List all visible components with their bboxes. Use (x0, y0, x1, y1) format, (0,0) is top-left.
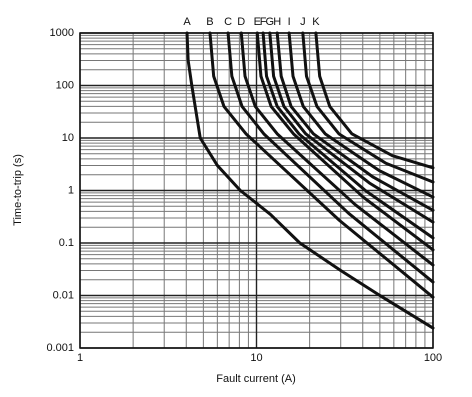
curve (268, 31, 435, 224)
y-tick-label: 1000 (50, 27, 74, 39)
curve (239, 31, 435, 267)
curve (261, 31, 435, 240)
curve-label: D (237, 16, 245, 28)
curve-label: C (224, 16, 232, 28)
curve-label: I (288, 16, 291, 28)
curve-label: A (183, 16, 191, 28)
y-tick-label: 1 (68, 184, 74, 196)
curve-label: H (273, 16, 281, 28)
y-tick-label: 0.01 (53, 289, 74, 301)
curve (208, 31, 435, 299)
y-tick-label: 0.1 (59, 237, 74, 249)
y-axis-label: Time-to-trip (s) (12, 154, 24, 226)
curve (255, 31, 435, 252)
y-tick-label: 100 (56, 79, 74, 91)
curve (301, 31, 435, 184)
x-tick-label: 1 (77, 352, 83, 364)
curve-label: B (206, 16, 213, 28)
x-tick-label: 100 (424, 352, 442, 364)
curve-label: J (300, 16, 306, 28)
curve (226, 31, 435, 284)
curve-label: K (312, 16, 320, 28)
x-axis-label: Fault current (A) (216, 373, 295, 385)
y-tick-label: 10 (62, 132, 74, 144)
curve (185, 31, 435, 330)
curve (275, 31, 435, 212)
y-tick-label: 0.001 (46, 342, 74, 354)
curve-label: E (254, 16, 261, 28)
curve-label: G (266, 16, 275, 28)
x-tick-label: 10 (250, 352, 262, 364)
curve (314, 31, 435, 170)
curve-label: F (260, 16, 267, 28)
curve (287, 31, 435, 199)
